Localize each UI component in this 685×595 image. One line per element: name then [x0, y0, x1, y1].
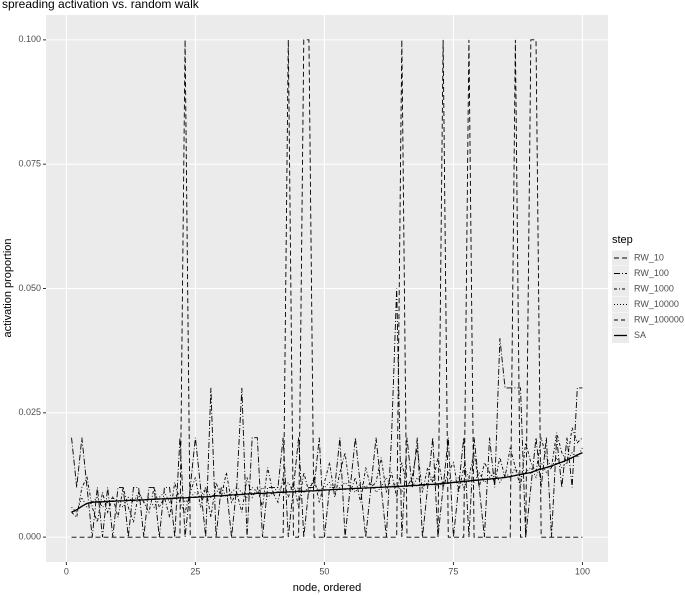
x-tick-label: 0 [64, 566, 69, 576]
chart-title: spreading activation vs. random walk [2, 0, 200, 11]
y-tick-label: 0.075 [18, 159, 41, 169]
x-tick-label: 100 [575, 566, 590, 576]
x-tick-label: 25 [190, 566, 200, 576]
legend-key [612, 281, 629, 297]
legend-label: RW_10000 [634, 299, 679, 309]
x-tick-label: 50 [319, 566, 329, 576]
legend-label: RW_1000 [634, 283, 674, 293]
x-tick-label: 75 [448, 566, 458, 576]
legend-title: step [612, 234, 633, 246]
legend-label: RW_100 [634, 268, 669, 278]
y-tick-label: 0.050 [18, 283, 41, 293]
series-line [71, 447, 583, 514]
series-line [71, 452, 583, 513]
y-axis-title: activation proportion [2, 238, 14, 337]
y-tick-label: 0.100 [18, 34, 41, 44]
legend-key [612, 250, 629, 266]
y-tick-label: 0.000 [18, 532, 41, 542]
legend-label: RW_100000 [634, 314, 684, 324]
series-line [71, 427, 583, 523]
legend-key [612, 312, 629, 328]
y-tick-label: 0.025 [18, 407, 41, 417]
series-line [71, 39, 583, 538]
legend-key [612, 266, 629, 281]
series-line [71, 288, 583, 538]
legend-label: SA [634, 330, 646, 340]
x-axis-title: node, ordered [293, 582, 362, 594]
legend-label: RW_10 [634, 252, 664, 262]
